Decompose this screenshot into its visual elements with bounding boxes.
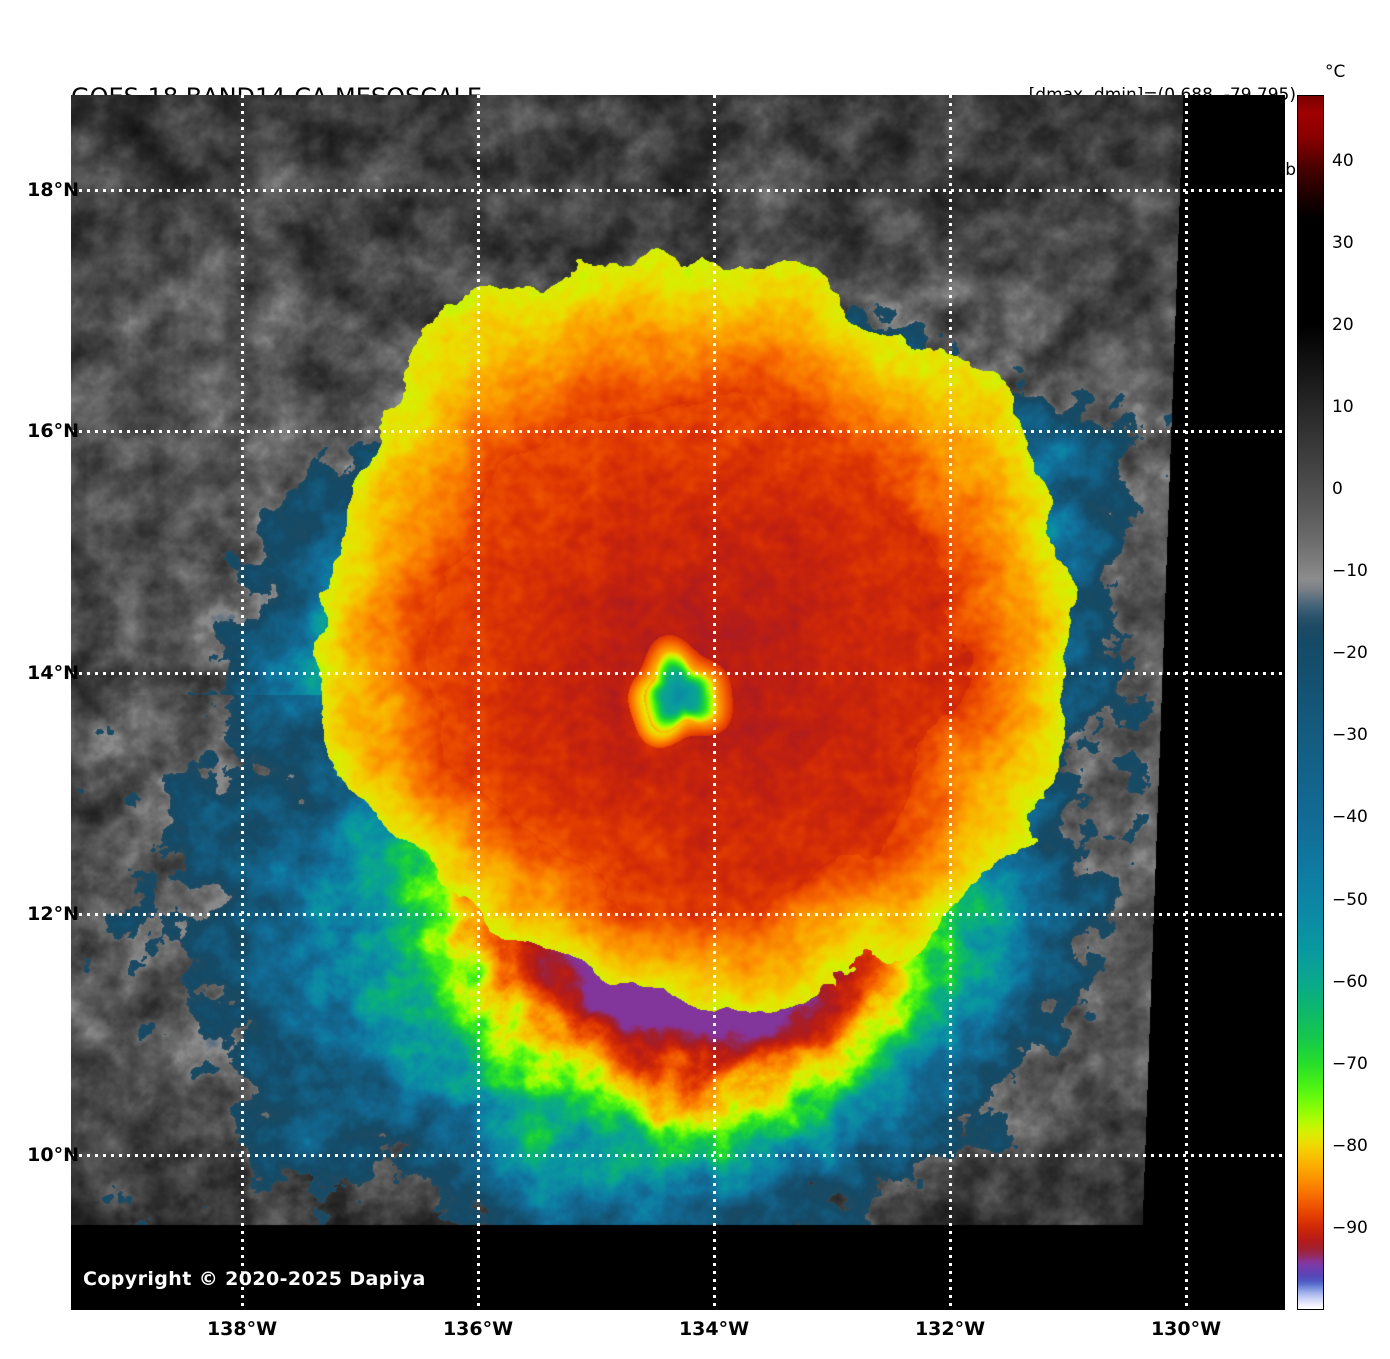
- lat-tick-label: 10°N: [27, 1144, 79, 1166]
- colorbar-tick-label: −40: [1332, 807, 1368, 828]
- lat-tick-label: 16°N: [27, 420, 79, 443]
- lat-tick-label: 14°N: [27, 661, 79, 684]
- colorbar-tick-label: 40: [1332, 150, 1354, 171]
- colorbar-tick-label: −60: [1332, 971, 1368, 992]
- colorbar-gradient: [1298, 96, 1323, 1309]
- colorbar-tick-label: −20: [1332, 643, 1368, 664]
- lon-tick-label: 138°W: [206, 1318, 278, 1340]
- copyright-notice: Copyright © 2020-2025 Dapiya: [83, 1268, 426, 1290]
- colorbar-tick-label: 10: [1332, 396, 1354, 417]
- satellite-image-plot: Copyright © 2020-2025 Dapiya: [71, 95, 1285, 1310]
- lon-tick-label: 132°W: [914, 1318, 986, 1340]
- colorbar-tick-label: −10: [1332, 561, 1368, 582]
- colorbar-tick-label: −50: [1332, 889, 1368, 910]
- colorbar-tick-label: 0: [1332, 479, 1343, 500]
- lat-tick-label: 18°N: [27, 179, 79, 201]
- colorbar-tick-label: −80: [1332, 1135, 1368, 1156]
- colorbar-tick-label: −90: [1332, 1217, 1368, 1238]
- lon-tick-label: 136°W: [442, 1318, 514, 1340]
- colorbar-tick-label: −70: [1332, 1053, 1368, 1074]
- colorbar-tick-label: 30: [1332, 232, 1354, 253]
- lat-tick-label: 12°N: [27, 902, 79, 925]
- infrared-satellite-imagery: [71, 95, 1285, 1310]
- lon-tick-label: 134°W: [678, 1318, 750, 1340]
- colorbar-tick-label: 20: [1332, 314, 1354, 335]
- lon-tick-label: 130°W: [1150, 1318, 1222, 1340]
- colorbar-tick-label: −30: [1332, 725, 1368, 746]
- colorbar: [1297, 95, 1324, 1310]
- colorbar-unit-label: °C: [1325, 62, 1346, 82]
